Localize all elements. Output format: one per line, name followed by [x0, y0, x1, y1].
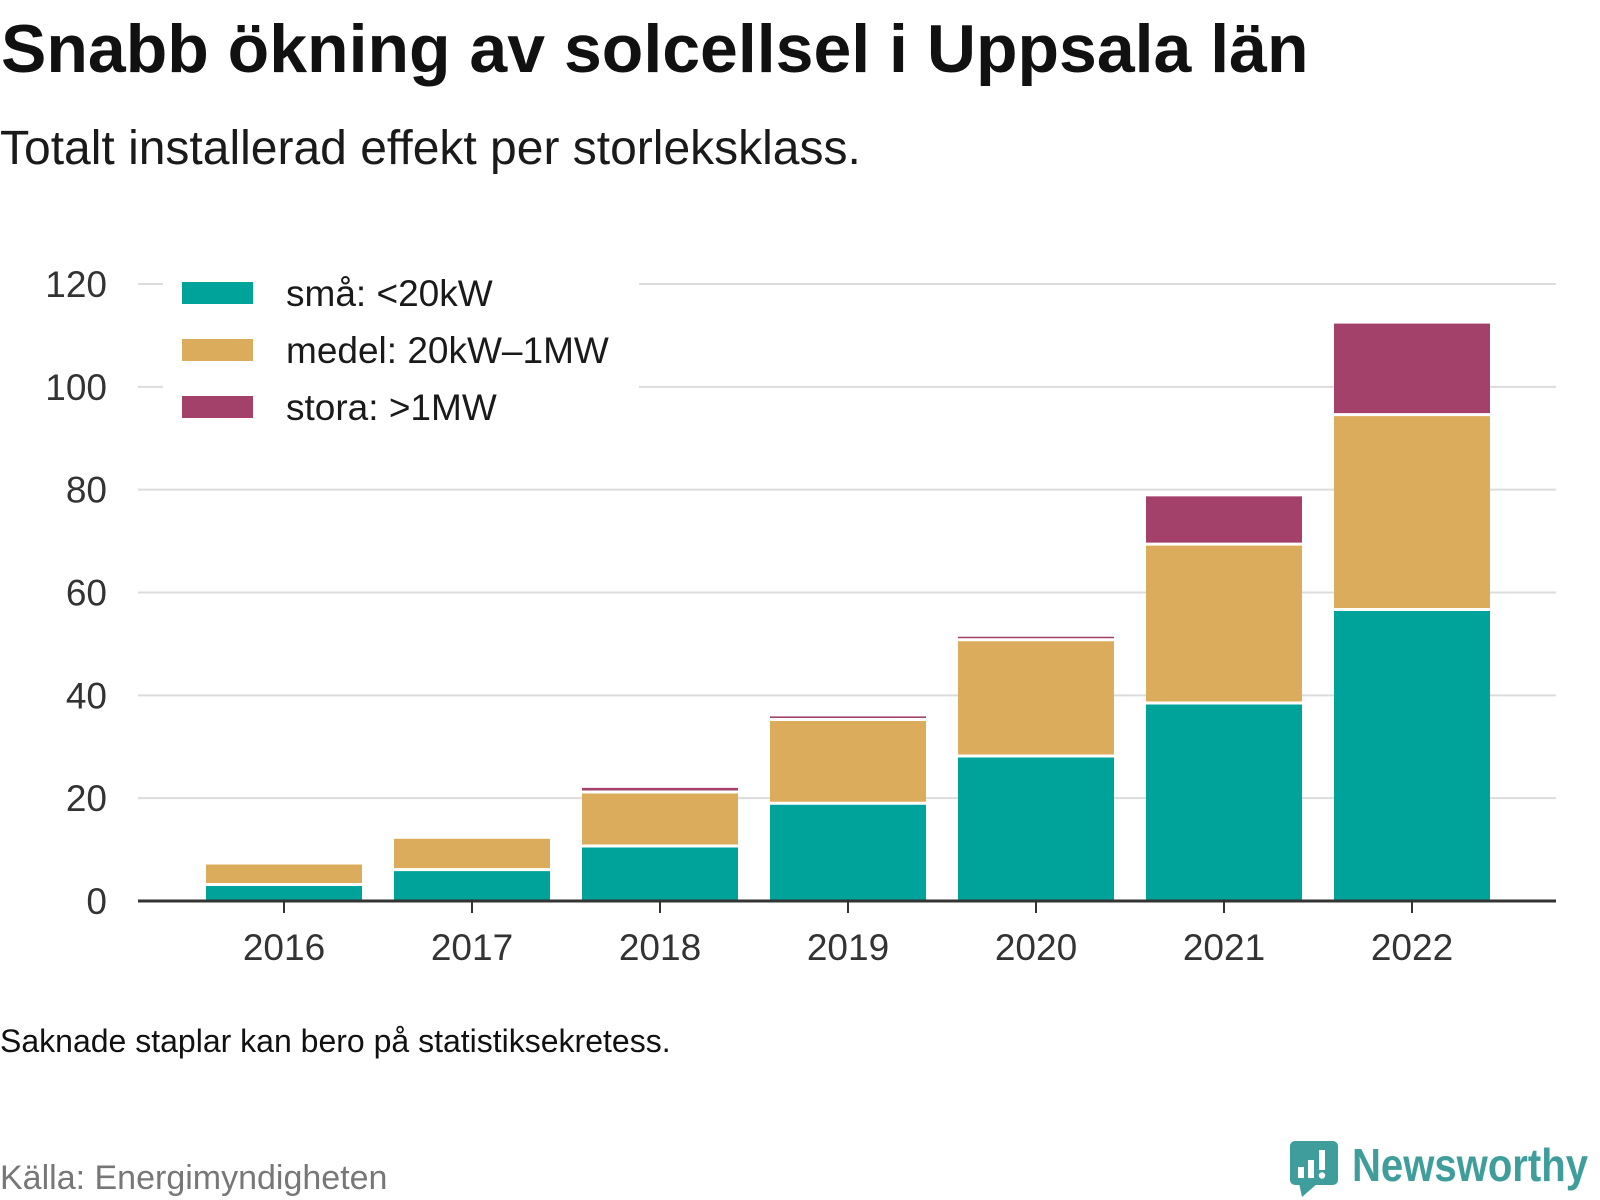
legend-item-medel: medel: 20kW–1MW	[182, 330, 609, 371]
legend-item-stora: stora: >1MW	[182, 387, 497, 428]
bar-2018-sma	[582, 845, 738, 901]
bar-2022-medel	[1334, 414, 1490, 610]
chart-source: Källa: Energimyndigheten	[0, 1159, 387, 1197]
bar-2017-medel	[394, 838, 550, 870]
brand-name: Newsworthy	[1352, 1139, 1588, 1191]
logo-bar	[1298, 1167, 1304, 1178]
legend-swatch	[182, 339, 253, 361]
x-tick-label: 2018	[619, 927, 701, 968]
chart-subtitle: Totalt installerad effekt per storlekskl…	[0, 122, 861, 175]
logo-bar	[1308, 1160, 1314, 1178]
logo-exclamation-bar	[1319, 1150, 1325, 1170]
legend-swatch	[182, 396, 253, 418]
y-tick-label: 20	[66, 778, 107, 819]
legend-label: medel: 20kW–1MW	[286, 330, 609, 371]
bar-2016-medel	[206, 864, 362, 885]
x-tick-label: 2017	[431, 927, 513, 968]
bar-2022-sma	[1334, 609, 1490, 901]
bar-2019-stora	[770, 716, 926, 720]
legend: små: <20kW medel: 20kW–1MW stora: >1MW	[163, 270, 639, 428]
y-tick-label: 60	[66, 573, 107, 614]
legend-swatch	[182, 282, 253, 304]
x-axis-labels: 2016 2017 2018 2019 2020 2021 2022	[243, 927, 1453, 968]
bar-2021-medel	[1146, 544, 1302, 704]
bar-2016-sma	[206, 884, 362, 901]
legend-label: stora: >1MW	[286, 387, 497, 428]
bar-2017-sma	[394, 869, 550, 901]
bars	[206, 323, 1490, 901]
y-tick-label: 80	[66, 470, 107, 511]
bar-2018-medel	[582, 791, 738, 846]
y-tick-label: 120	[45, 264, 107, 305]
y-tick-label: 40	[66, 675, 107, 716]
y-tick-label: 0	[86, 881, 107, 922]
newsworthy-logo-icon	[1290, 1141, 1338, 1197]
legend-label: små: <20kW	[286, 273, 493, 314]
bar-2022-stora	[1334, 323, 1490, 415]
x-tick-label: 2016	[243, 927, 325, 968]
bar-2019-medel	[770, 719, 926, 804]
legend-item-sma: små: <20kW	[182, 273, 493, 314]
y-axis-labels: 0 20 40 60 80 100 120	[45, 264, 107, 922]
bar-2020-stora	[958, 636, 1114, 640]
y-tick-label: 100	[45, 367, 107, 408]
brand-logo: Newsworthy	[1290, 1139, 1588, 1197]
x-tick-label: 2020	[995, 927, 1077, 968]
bar-2020-sma	[958, 756, 1114, 901]
chart-note: Saknade staplar kan bero på statistiksek…	[0, 1023, 671, 1059]
bar-2019-sma	[770, 803, 926, 901]
x-axis	[138, 899, 1556, 913]
logo-bubble-tail	[1299, 1183, 1318, 1197]
x-tick-label: 2021	[1183, 927, 1265, 968]
bar-2020-medel	[958, 639, 1114, 757]
bar-2021-sma	[1146, 703, 1302, 901]
bar-2021-stora	[1146, 496, 1302, 545]
bar-2018-stora	[582, 787, 738, 792]
x-tick-label: 2019	[807, 927, 889, 968]
x-tick-label: 2022	[1371, 927, 1453, 968]
logo-exclamation-dot	[1318, 1172, 1326, 1179]
chart-title: Snabb ökning av solcellsel i Uppsala län	[1, 11, 1309, 87]
